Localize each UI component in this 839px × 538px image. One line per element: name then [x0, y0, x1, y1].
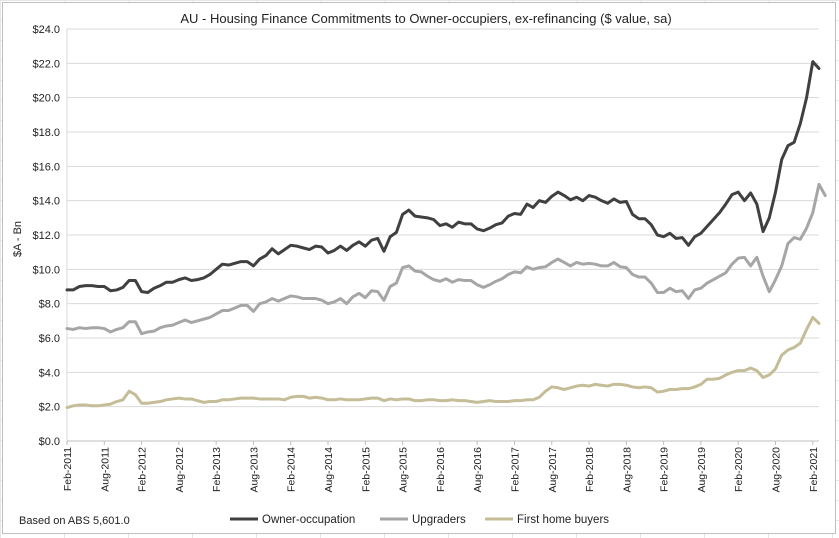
chart-title: AU - Housing Finance Commitments to Owne…	[180, 11, 671, 26]
y-tick-label: $6.0	[39, 333, 60, 345]
x-tick-label: Aug-2013	[248, 447, 260, 493]
legend-label: Owner-occupation	[262, 514, 355, 526]
series-lines	[65, 60, 827, 410]
x-tick-label: Aug-2015	[398, 447, 410, 493]
y-tick-label: $2.0	[39, 402, 60, 414]
x-tick-label: Aug-2019	[696, 447, 708, 493]
y-tick-label: $22.0	[32, 58, 60, 70]
y-tick-label: $4.0	[39, 367, 60, 379]
x-axis-ticks: Feb-2011 Aug-2011 Feb-2012 Aug-2012 Feb-2013…	[62, 441, 820, 493]
x-tick-label: Feb-2011	[62, 447, 74, 491]
x-tick-label: Feb-2021	[808, 447, 820, 492]
x-tick-label: Feb-2017	[509, 447, 521, 492]
x-tick-label: Aug-2014	[323, 447, 335, 493]
series-line-upgraders	[65, 182, 827, 336]
x-tick-label: Feb-2019	[659, 447, 671, 492]
x-tick-label: Feb-2020	[733, 447, 745, 492]
y-axis-ticks: $0.0 $2.0 $4.0 $6.0 $8.0 $10.0 $12.0 $14.0 $16.0…	[32, 24, 60, 448]
legend-label: Upgraders	[412, 514, 466, 526]
x-tick-label: Aug-2016	[472, 447, 484, 493]
y-tick-label: $10.0	[32, 264, 60, 276]
y-tick-label: $14.0	[32, 196, 60, 208]
series-line-owner-occupation	[65, 60, 821, 295]
x-tick-label: Feb-2018	[584, 447, 596, 492]
y-tick-label: $12.0	[32, 230, 60, 242]
x-tick-label: Aug-2017	[547, 447, 559, 493]
x-tick-label: Feb-2014	[286, 447, 298, 492]
x-tick-label: Feb-2013	[211, 447, 223, 492]
y-axis-label: $A - Bn	[12, 221, 24, 257]
x-tick-label: Aug-2018	[621, 447, 633, 493]
y-tick-label: $16.0	[32, 161, 60, 173]
x-tick-label: Feb-2015	[360, 447, 372, 492]
legend: Owner-occupation Upgraders First home buye…	[230, 514, 609, 526]
y-tick-label: $20.0	[32, 93, 60, 105]
x-tick-label: Aug-2011	[99, 447, 111, 492]
y-tick-label: $0.0	[39, 436, 60, 448]
x-tick-label: Feb-2012	[137, 447, 149, 492]
legend-label: First home buyers	[517, 514, 609, 526]
y-tick-label: $24.0	[32, 24, 60, 36]
gridlines	[66, 28, 819, 442]
y-tick-label: $18.0	[32, 127, 60, 139]
x-tick-label: Aug-2020	[770, 447, 782, 493]
source-note: Based on ABS 5,601.0	[19, 515, 130, 527]
x-tick-label: Aug-2012	[174, 447, 186, 493]
series-line-first-home-buyers	[65, 315, 821, 410]
y-tick-label: $8.0	[39, 299, 60, 311]
x-tick-label: Feb-2016	[435, 447, 447, 492]
